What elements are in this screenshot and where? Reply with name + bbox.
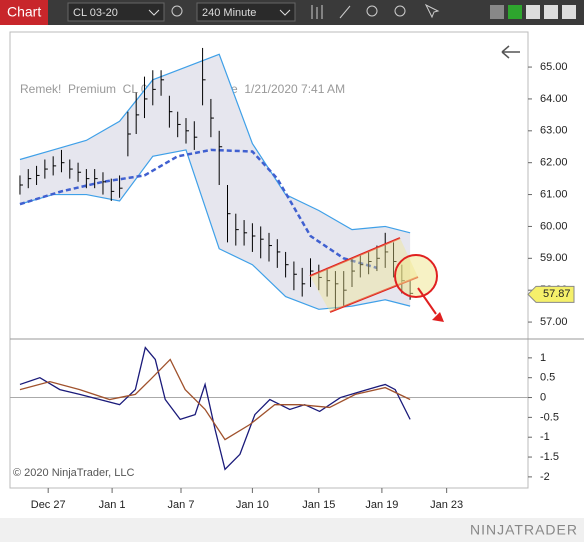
window-button[interactable] xyxy=(526,5,540,19)
y-tick-label: -1 xyxy=(540,431,550,443)
x-tick-label: Jan 15 xyxy=(302,499,335,511)
y-tick-label: -0.5 xyxy=(540,411,559,423)
y-tick-label: 60.00 xyxy=(540,220,568,232)
upper-band xyxy=(19,53,411,234)
x-tick-label: Jan 1 xyxy=(99,499,126,511)
window-button[interactable] xyxy=(562,5,576,19)
y-tick-label: 63.00 xyxy=(540,125,568,137)
back-arrow[interactable] xyxy=(501,45,520,59)
y-tick-label: 61.00 xyxy=(540,188,568,200)
mid-line xyxy=(19,148,378,270)
last-price-tag xyxy=(527,285,575,303)
window-button[interactable] xyxy=(490,5,504,19)
x-tick-label: Jan 19 xyxy=(365,499,398,511)
instrument: CL 03-20 xyxy=(73,7,118,19)
x-tick-label: Jan 10 xyxy=(236,499,269,511)
y-tick-label: 64.00 xyxy=(540,93,568,105)
lower-band xyxy=(19,149,411,310)
interval-select[interactable] xyxy=(196,2,296,22)
y-tick-label: -2 xyxy=(540,471,550,483)
y-tick-label: 1 xyxy=(540,352,546,364)
copyright: © 2020 NinjaTrader, LLC xyxy=(13,467,134,479)
y-tick-label: 62.00 xyxy=(540,157,568,169)
y-tick-label: 65.00 xyxy=(540,61,568,73)
dropdown-arrow xyxy=(148,9,160,16)
oscillator-line xyxy=(19,358,411,441)
window-button[interactable] xyxy=(544,5,558,19)
y-tick-label: 57.00 xyxy=(540,316,568,328)
footer xyxy=(0,518,584,542)
watermark: NINJATRADER xyxy=(470,522,578,538)
x-tick-label: Dec 27 xyxy=(31,499,66,511)
y-tick-label: -1.5 xyxy=(540,451,559,463)
last-price-label: 57.87 xyxy=(543,288,571,300)
y-tick-label: 0 xyxy=(540,391,546,403)
instrument-select[interactable] xyxy=(67,2,165,22)
chart-tab[interactable] xyxy=(0,0,48,25)
dropdown-arrow xyxy=(279,9,291,16)
y-tick-label: 0.5 xyxy=(540,372,555,384)
x-tick-label: Jan 23 xyxy=(430,499,463,511)
interval: 240 Minute xyxy=(202,7,256,19)
annotations xyxy=(309,237,444,322)
oscillator-line xyxy=(19,346,411,471)
plot-frame xyxy=(9,31,529,489)
window-button[interactable] xyxy=(508,5,522,19)
search-icon[interactable] xyxy=(171,5,183,17)
tab-title: Chart xyxy=(7,4,41,20)
band-fill xyxy=(19,54,411,310)
y-tick-label: 59.00 xyxy=(540,252,568,264)
x-tick-label: Jan 7 xyxy=(168,499,195,511)
tool-icons[interactable] xyxy=(311,3,440,19)
